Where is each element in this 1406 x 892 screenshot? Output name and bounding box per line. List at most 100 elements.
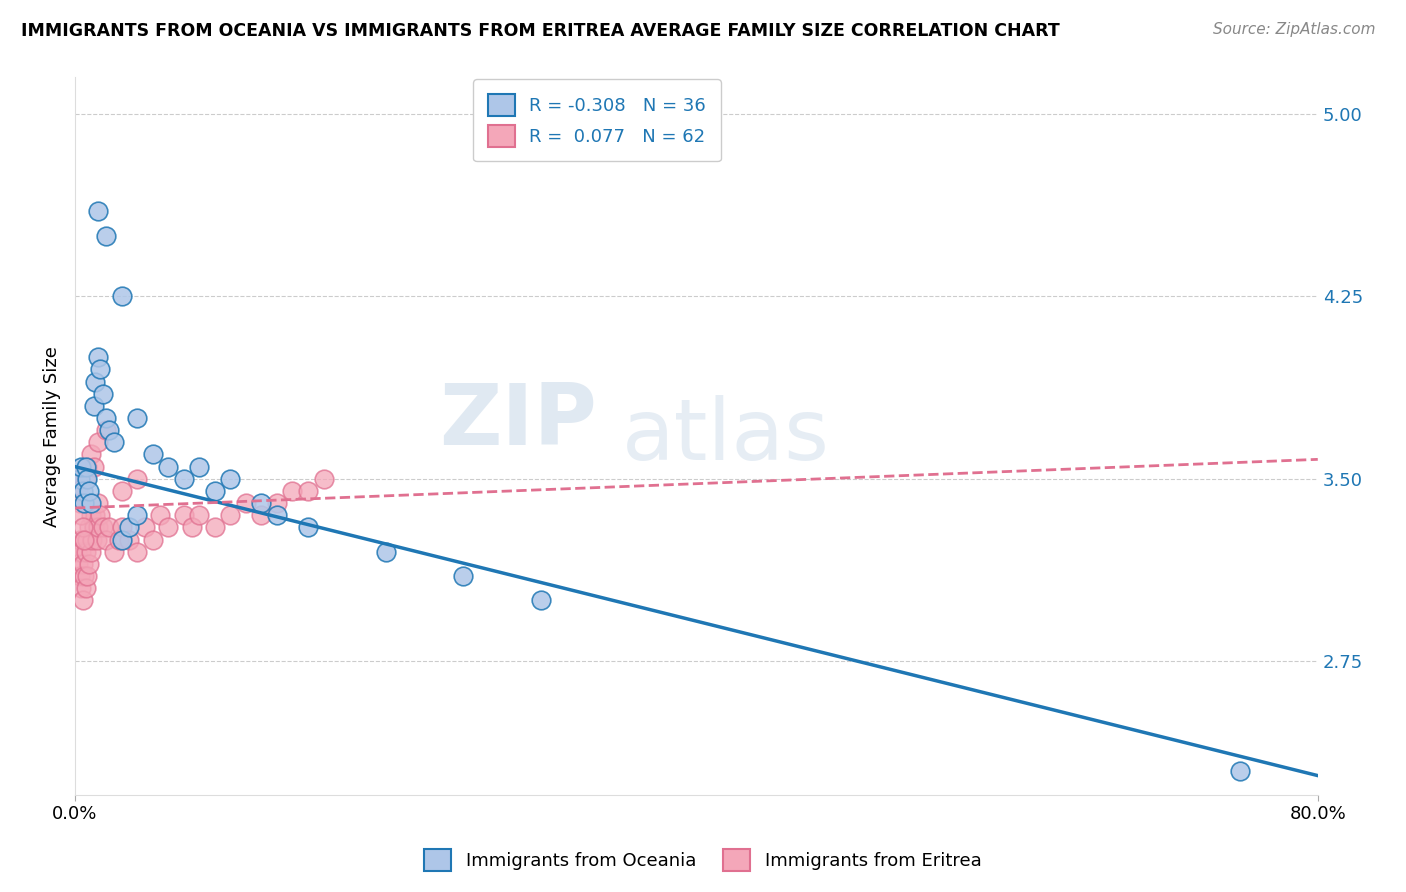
- Point: [127, 411, 149, 425]
- Point: [149, 508, 172, 523]
- Point: [204, 483, 226, 498]
- Point: [180, 520, 202, 534]
- Point: [91, 520, 114, 534]
- Point: [103, 545, 125, 559]
- Point: [89, 508, 111, 523]
- Point: [235, 496, 257, 510]
- Point: [110, 520, 132, 534]
- Point: [69, 533, 91, 547]
- Point: [87, 350, 110, 364]
- Point: [79, 448, 101, 462]
- Point: [188, 459, 211, 474]
- Point: [110, 533, 132, 547]
- Point: [110, 289, 132, 303]
- Point: [142, 448, 165, 462]
- Point: [312, 472, 335, 486]
- Point: [73, 496, 96, 510]
- Point: [297, 483, 319, 498]
- Point: [67, 483, 90, 498]
- Point: [87, 204, 110, 219]
- Point: [297, 520, 319, 534]
- Point: [127, 545, 149, 559]
- Point: [142, 533, 165, 547]
- Y-axis label: Average Family Size: Average Family Size: [44, 346, 60, 526]
- Point: [374, 545, 396, 559]
- Point: [127, 508, 149, 523]
- Text: ZIP: ZIP: [439, 380, 598, 464]
- Point: [157, 459, 180, 474]
- Point: [69, 569, 91, 583]
- Point: [157, 520, 180, 534]
- Point: [281, 483, 304, 498]
- Point: [86, 533, 108, 547]
- Point: [118, 520, 141, 534]
- Legend: Immigrants from Oceania, Immigrants from Eritrea: Immigrants from Oceania, Immigrants from…: [418, 842, 988, 879]
- Point: [75, 472, 97, 486]
- Text: Source: ZipAtlas.com: Source: ZipAtlas.com: [1212, 22, 1375, 37]
- Point: [70, 459, 93, 474]
- Point: [73, 533, 96, 547]
- Point: [72, 557, 94, 571]
- Point: [103, 435, 125, 450]
- Point: [70, 582, 93, 596]
- Point: [219, 508, 242, 523]
- Point: [75, 582, 97, 596]
- Point: [76, 569, 98, 583]
- Point: [82, 533, 104, 547]
- Point: [76, 459, 98, 474]
- Point: [79, 496, 101, 510]
- Point: [73, 533, 96, 547]
- Point: [79, 508, 101, 523]
- Point: [83, 520, 105, 534]
- Point: [266, 496, 288, 510]
- Point: [94, 228, 117, 243]
- Point: [84, 375, 107, 389]
- Text: IMMIGRANTS FROM OCEANIA VS IMMIGRANTS FROM ERITREA AVERAGE FAMILY SIZE CORRELATI: IMMIGRANTS FROM OCEANIA VS IMMIGRANTS FR…: [21, 22, 1060, 40]
- Point: [77, 520, 100, 534]
- Point: [70, 508, 93, 523]
- Point: [75, 459, 97, 474]
- Point: [76, 533, 98, 547]
- Point: [134, 520, 156, 534]
- Point: [79, 545, 101, 559]
- Point: [173, 508, 195, 523]
- Point: [250, 496, 273, 510]
- Point: [453, 569, 475, 583]
- Point: [250, 508, 273, 523]
- Point: [87, 496, 110, 510]
- Point: [73, 569, 96, 583]
- Point: [76, 472, 98, 486]
- Point: [266, 508, 288, 523]
- Point: [75, 545, 97, 559]
- Point: [83, 459, 105, 474]
- Point: [188, 508, 211, 523]
- Point: [65, 472, 87, 486]
- Point: [83, 399, 105, 413]
- Point: [70, 545, 93, 559]
- Point: [219, 472, 242, 486]
- Point: [67, 557, 90, 571]
- Point: [94, 411, 117, 425]
- Point: [72, 593, 94, 607]
- Point: [107, 533, 129, 547]
- Point: [1229, 764, 1251, 778]
- Point: [110, 483, 132, 498]
- Point: [173, 472, 195, 486]
- Point: [72, 520, 94, 534]
- Point: [69, 472, 91, 486]
- Point: [89, 362, 111, 376]
- Point: [72, 483, 94, 498]
- Point: [94, 423, 117, 437]
- Point: [91, 386, 114, 401]
- Legend: R = -0.308   N = 36, R =  0.077   N = 62: R = -0.308 N = 36, R = 0.077 N = 62: [474, 79, 720, 161]
- Point: [204, 520, 226, 534]
- Text: atlas: atlas: [621, 395, 830, 478]
- Point: [98, 423, 121, 437]
- Point: [127, 472, 149, 486]
- Point: [530, 593, 553, 607]
- Point: [87, 435, 110, 450]
- Point: [69, 496, 91, 510]
- Point: [94, 533, 117, 547]
- Point: [118, 533, 141, 547]
- Point: [87, 520, 110, 534]
